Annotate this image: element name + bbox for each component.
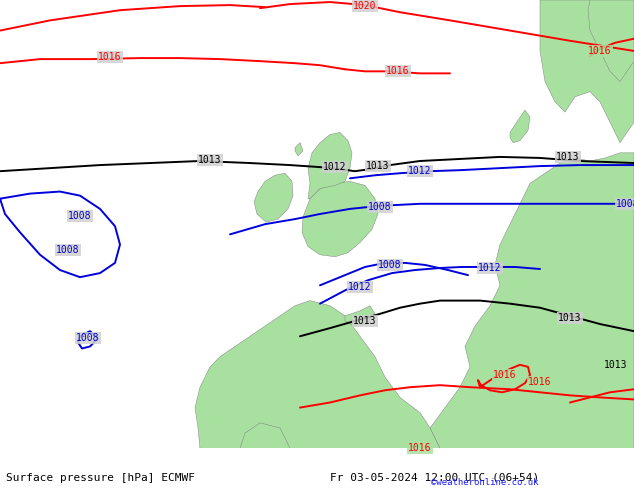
- Polygon shape: [295, 143, 303, 156]
- Text: 1016: 1016: [408, 443, 432, 453]
- Text: 1016: 1016: [98, 52, 122, 62]
- Text: 1008: 1008: [76, 333, 100, 343]
- Text: 1013: 1013: [559, 313, 582, 323]
- Text: 1016: 1016: [493, 370, 517, 380]
- Text: ©weatheronline.co.uk: ©weatheronline.co.uk: [431, 478, 539, 487]
- Text: 1013: 1013: [198, 155, 222, 165]
- Polygon shape: [430, 153, 634, 448]
- Text: 1008: 1008: [56, 245, 80, 255]
- Text: 1008: 1008: [378, 260, 402, 270]
- Text: 1013: 1013: [366, 161, 390, 171]
- Text: 1008: 1008: [68, 211, 92, 221]
- Bar: [0, 448, 634, 490]
- Polygon shape: [195, 300, 440, 448]
- Text: 1012: 1012: [408, 166, 432, 176]
- Text: 1016: 1016: [528, 377, 552, 387]
- Polygon shape: [308, 132, 352, 199]
- Polygon shape: [302, 181, 378, 257]
- Polygon shape: [540, 0, 634, 143]
- Text: 1008: 1008: [616, 199, 634, 209]
- Polygon shape: [254, 173, 293, 222]
- Text: 1016: 1016: [588, 46, 612, 56]
- Text: Fr 03-05-2024 12:00 UTC (06+54): Fr 03-05-2024 12:00 UTC (06+54): [330, 473, 539, 483]
- Text: 1013: 1013: [604, 360, 628, 370]
- Text: 1016: 1016: [386, 66, 410, 76]
- Text: 1013: 1013: [353, 316, 377, 326]
- Text: 1013: 1013: [556, 152, 579, 162]
- Text: 1012: 1012: [478, 263, 501, 273]
- Polygon shape: [240, 423, 290, 448]
- Text: Surface pressure [hPa] ECMWF: Surface pressure [hPa] ECMWF: [6, 473, 195, 483]
- Text: 1012: 1012: [323, 162, 347, 172]
- Text: 1008: 1008: [368, 202, 392, 212]
- Polygon shape: [510, 110, 530, 143]
- Text: 1012: 1012: [348, 282, 372, 293]
- Polygon shape: [345, 306, 375, 326]
- Polygon shape: [588, 0, 634, 81]
- Text: 1020: 1020: [353, 1, 377, 11]
